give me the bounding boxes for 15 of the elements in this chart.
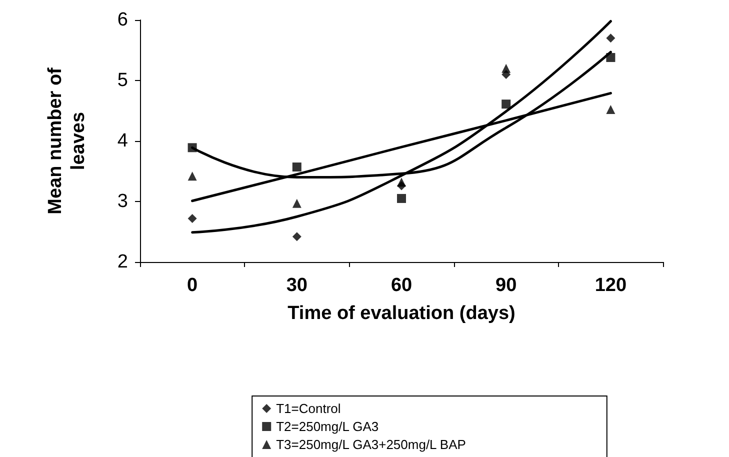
y-tick-label: 6	[117, 10, 128, 30]
y-tick-label: 3	[117, 191, 128, 212]
x-axis-title: Time of evaluation (days)	[288, 303, 516, 324]
y-tick-label: 5	[117, 70, 128, 91]
x-tick-label: 120	[594, 275, 627, 296]
y-tick-label: 2	[117, 252, 128, 272]
x-tick-label: 90	[496, 275, 517, 296]
x-tick-label: 60	[390, 275, 412, 296]
x-tick-label: 0	[187, 275, 198, 296]
legend-label: T2=250mg/L GA3	[276, 419, 379, 434]
y-tick-label: 4	[117, 130, 128, 152]
legend-label: T3=250mg/L GA3+250mg/L BAP	[276, 437, 466, 452]
x-tick-label: 30	[286, 275, 308, 296]
y-axis-title: Mean number of leaves	[45, 66, 89, 214]
legend-label: T1=Control	[276, 401, 341, 416]
